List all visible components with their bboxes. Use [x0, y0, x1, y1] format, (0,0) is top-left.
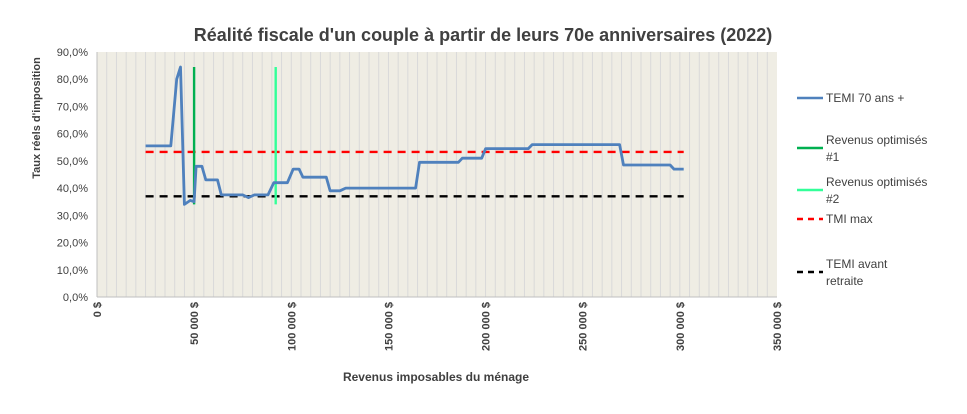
- x-tick-label: 150 000 $: [383, 302, 395, 351]
- legend-label: Revenus optimisés #2: [826, 175, 927, 206]
- legend-label: Revenus optimisés #1: [826, 133, 927, 164]
- y-axis-label: Taux réels d'imposition: [31, 57, 43, 179]
- y-tick-label: 10,0%: [57, 265, 88, 277]
- y-tick-label: 90,0%: [57, 47, 88, 59]
- series-line: [145, 65, 684, 206]
- y-tick-label: 0,0%: [63, 292, 88, 304]
- legend-label: TMI max: [826, 212, 873, 226]
- x-tick-label: 0 $: [92, 302, 104, 317]
- y-tick-label: 70,0%: [57, 101, 88, 113]
- y-tick-label: 20,0%: [57, 238, 88, 250]
- chart-title: Réalité fiscale d'un couple à partir de …: [194, 25, 773, 45]
- x-tick-label: 100 000 $: [286, 302, 298, 351]
- legend-label: TEMI avant retraite: [826, 257, 888, 288]
- y-tick-label: 30,0%: [57, 210, 88, 222]
- x-axis-label: Revenus imposables du ménage: [343, 370, 529, 384]
- y-tick-label: 80,0%: [57, 74, 88, 86]
- x-tick-label: 50 000 $: [189, 302, 201, 345]
- y-tick-label: 50,0%: [57, 156, 88, 168]
- x-tick-label: 350 000 $: [772, 302, 784, 351]
- x-tick-label: 200 000 $: [481, 302, 493, 351]
- y-tick-label: 40,0%: [57, 183, 88, 195]
- y-tick-label: 60,0%: [57, 129, 88, 141]
- x-tick-label: 300 000 $: [675, 302, 687, 351]
- x-tick-label: 250 000 $: [578, 302, 590, 351]
- legend-label: TEMI 70 ans +: [826, 91, 904, 105]
